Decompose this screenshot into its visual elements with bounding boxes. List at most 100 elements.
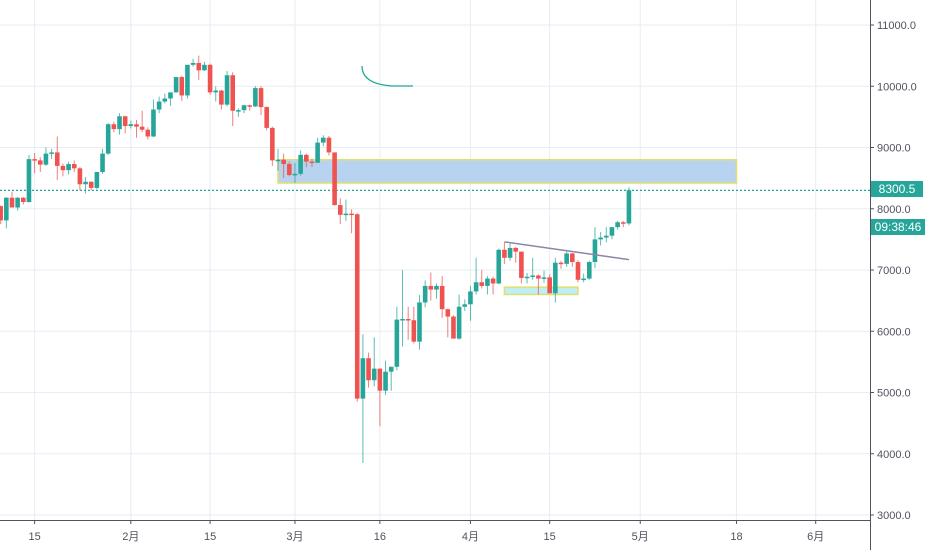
price-tick-label: 7000.0 <box>877 265 911 277</box>
candle-body <box>77 168 83 185</box>
candle <box>128 120 134 129</box>
candle <box>264 106 269 131</box>
resistance-zone <box>277 159 738 184</box>
candle-body <box>507 247 513 258</box>
candle-body <box>145 129 151 137</box>
candle <box>496 248 502 285</box>
candle <box>15 197 20 211</box>
candle <box>219 89 224 110</box>
candle <box>609 227 615 240</box>
candle-body <box>615 222 620 228</box>
candle-body <box>253 88 258 107</box>
candle-body <box>405 319 411 321</box>
candle-body <box>581 278 586 281</box>
candle <box>428 272 434 301</box>
candle <box>332 152 337 206</box>
candle <box>626 187 632 226</box>
candle-body <box>422 285 428 303</box>
candle <box>71 160 77 172</box>
candle-body <box>134 124 139 127</box>
candle <box>553 257 558 303</box>
candle <box>94 172 100 190</box>
candle-body <box>536 275 541 279</box>
candle-body <box>88 181 94 188</box>
candle-body <box>304 154 309 162</box>
freehand-arc <box>361 65 413 87</box>
candle <box>377 368 383 427</box>
candle-body <box>326 137 332 153</box>
candle-body <box>43 153 49 165</box>
candle-body <box>202 64 207 71</box>
candle <box>139 110 145 133</box>
candle <box>479 270 485 289</box>
candle-body <box>462 304 468 307</box>
candle <box>145 127 151 140</box>
time-tick-label: 4月 <box>462 531 479 543</box>
candle-body <box>241 105 247 111</box>
candle <box>196 55 202 81</box>
time-tick-label: 2月 <box>122 531 139 543</box>
candle <box>105 123 111 155</box>
candle-body <box>570 253 575 263</box>
candle <box>275 148 281 171</box>
candle-body <box>564 253 569 264</box>
candle-body <box>434 285 439 290</box>
candle-body <box>383 371 388 391</box>
candle-body <box>620 222 626 224</box>
candle-body <box>445 309 451 317</box>
candle <box>434 283 439 299</box>
candle-body <box>122 116 128 127</box>
candle <box>564 251 569 267</box>
candle-body <box>156 101 162 110</box>
candle <box>371 337 377 387</box>
candle <box>0 205 3 225</box>
candle <box>122 115 128 134</box>
candle <box>468 285 473 321</box>
time-tick-label: 3月 <box>286 531 303 543</box>
candle-body <box>139 126 145 130</box>
candle-body <box>547 277 552 294</box>
candle <box>320 135 326 147</box>
candle-body <box>66 164 71 171</box>
candle-body <box>603 235 609 238</box>
candle-body <box>190 62 196 65</box>
candle <box>451 315 456 339</box>
candle <box>207 63 213 95</box>
candle-body <box>287 164 292 176</box>
candle-body <box>196 62 202 71</box>
time-tick-label: 15 <box>204 531 216 543</box>
candle-body <box>309 161 315 164</box>
candle-body <box>473 282 479 292</box>
candle-body <box>54 152 60 166</box>
candle <box>173 77 179 93</box>
candle-body <box>21 197 26 203</box>
candle <box>502 242 507 264</box>
candle-body <box>9 197 15 208</box>
candle <box>66 161 71 175</box>
candle-body <box>513 247 519 252</box>
price-tick-label: 4000.0 <box>877 449 911 461</box>
candle <box>456 294 462 340</box>
candle-body <box>162 98 168 102</box>
candle-body <box>100 153 105 172</box>
candle-body <box>224 75 230 105</box>
candle-body <box>292 173 298 176</box>
candle <box>541 270 547 283</box>
candle <box>298 150 303 176</box>
candle <box>462 299 468 312</box>
candle-body <box>168 92 173 99</box>
candle-body <box>354 214 360 399</box>
candle-body <box>179 77 185 96</box>
candle <box>83 176 88 194</box>
candle <box>349 209 354 234</box>
candle <box>287 161 292 177</box>
price-tick-label: 9000.0 <box>877 143 911 155</box>
candle-body <box>315 142 320 163</box>
candle-body <box>479 282 485 286</box>
candle-body <box>236 110 241 112</box>
candle-body <box>207 64 213 93</box>
candle <box>354 213 360 402</box>
candle-body <box>530 275 535 278</box>
candle <box>258 86 264 116</box>
